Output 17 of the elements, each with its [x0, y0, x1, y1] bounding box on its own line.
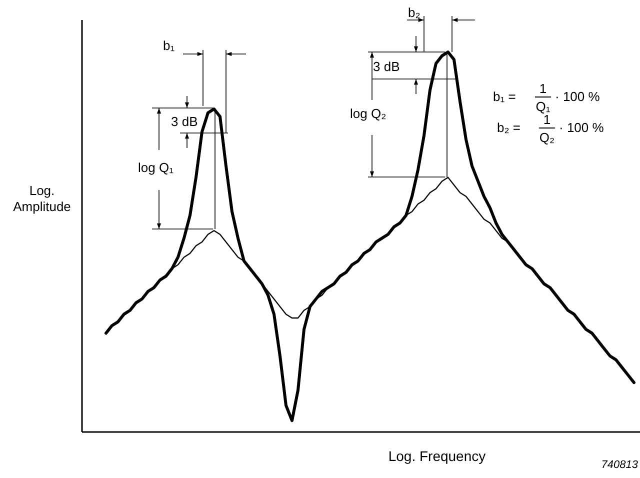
annotation: 1	[543, 112, 551, 127]
annotation: log Q₁	[138, 160, 174, 175]
annotation: · 100 %	[559, 120, 604, 135]
text: b₂	[408, 5, 420, 20]
annotation: log Q₂	[350, 106, 386, 121]
annotation: b₁	[163, 38, 176, 53]
annotation: · 100 %	[555, 89, 600, 104]
annotation: Q₂	[539, 130, 555, 145]
annotation: b₁ =	[493, 89, 516, 104]
annotation: 1	[539, 81, 547, 96]
x-axis-title: Log. Frequency	[388, 448, 486, 464]
annotation: b₂ =	[497, 120, 520, 135]
text: 740813	[601, 459, 639, 471]
annotation: Q₁	[536, 99, 551, 114]
annotation: 3 dB	[171, 114, 198, 129]
y-axis-title: Log. Amplitude	[13, 183, 71, 214]
annotation: 3 dB	[373, 59, 400, 74]
